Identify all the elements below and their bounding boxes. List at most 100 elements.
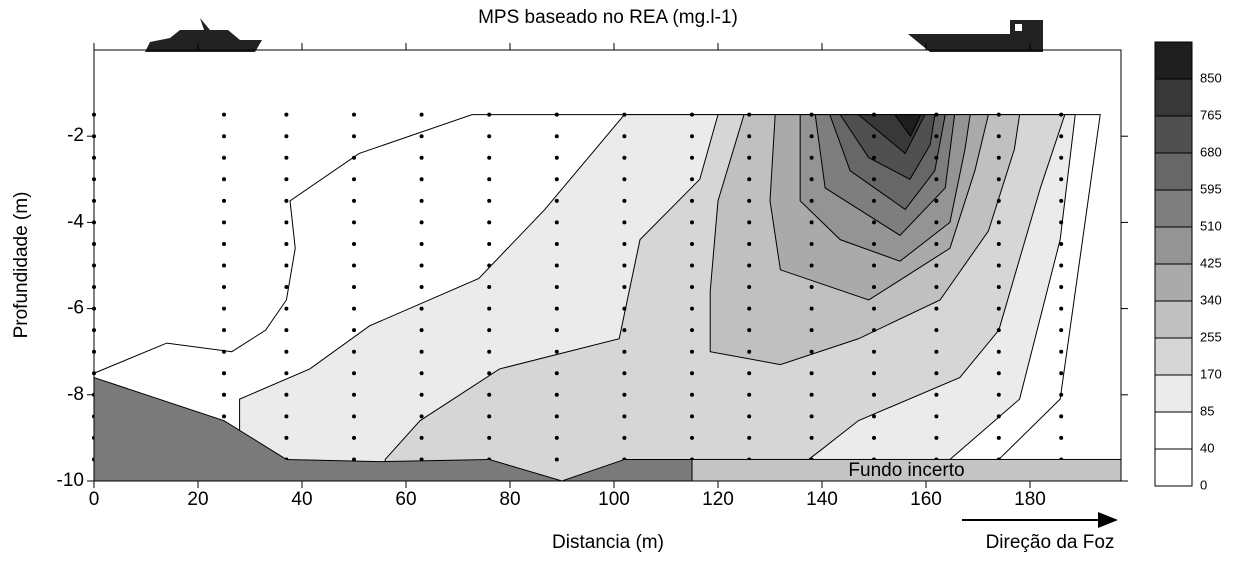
sample-point <box>934 112 939 117</box>
x-tick-label: 120 <box>702 489 734 510</box>
sample-point <box>352 435 356 440</box>
colorbar-label: 0 <box>1200 477 1207 492</box>
sample-point <box>747 328 752 333</box>
sample-point <box>1059 349 1064 354</box>
sample-point <box>622 306 627 311</box>
sample-point <box>872 177 876 182</box>
sample-point <box>809 371 814 376</box>
sample-point <box>622 198 627 203</box>
sample-point <box>934 220 939 225</box>
sample-point <box>419 134 424 139</box>
sample-point <box>690 306 694 311</box>
sample-point <box>554 306 559 311</box>
sample-point <box>284 285 289 290</box>
sample-point <box>747 263 752 268</box>
sample-point <box>747 371 752 376</box>
sample-point <box>809 198 814 203</box>
sample-point <box>872 134 876 139</box>
sample-point <box>747 306 752 311</box>
sample-point <box>222 155 226 160</box>
sample-point <box>747 198 752 203</box>
sample-point <box>419 371 424 376</box>
sample-point <box>690 241 694 246</box>
sample-point <box>996 349 1001 354</box>
sample-point <box>934 371 939 376</box>
sample-point <box>222 263 226 268</box>
sample-point <box>996 134 1001 139</box>
sample-point <box>554 435 559 440</box>
sample-point <box>487 241 492 246</box>
sample-point <box>622 112 627 117</box>
sample-point <box>747 134 752 139</box>
sample-point <box>622 285 627 290</box>
sample-point <box>222 285 226 290</box>
sample-point <box>996 285 1001 290</box>
sample-point <box>419 241 424 246</box>
sample-point <box>809 155 814 160</box>
y-tick-label: -8 <box>67 384 84 405</box>
sample-point <box>934 263 939 268</box>
sample-point <box>996 198 1001 203</box>
colorbar-swatch <box>1154 337 1193 376</box>
sample-point <box>1059 306 1064 311</box>
sample-point <box>284 198 289 203</box>
plot-frame <box>93 49 1122 482</box>
sample-point <box>1059 328 1064 333</box>
sample-point <box>1059 112 1064 117</box>
sample-point <box>222 220 226 225</box>
sample-point <box>1059 285 1064 290</box>
sample-point <box>622 241 627 246</box>
sample-point <box>222 392 226 397</box>
sample-point <box>554 263 559 268</box>
sample-point <box>934 349 939 354</box>
sample-point <box>222 349 226 354</box>
sample-point <box>284 414 289 419</box>
sample-point <box>934 134 939 139</box>
sample-point <box>872 371 876 376</box>
colorbar-label: 255 <box>1200 329 1222 344</box>
sample-point <box>690 112 694 117</box>
sample-point <box>809 263 814 268</box>
sample-point <box>284 134 289 139</box>
boat-left <box>145 18 262 52</box>
sample-point <box>284 112 289 117</box>
sample-point <box>284 306 289 311</box>
sample-point <box>690 134 694 139</box>
sample-point <box>487 285 492 290</box>
colorbar-label: 425 <box>1200 255 1222 270</box>
sample-point <box>622 392 627 397</box>
sample-point <box>487 155 492 160</box>
sample-point <box>872 349 876 354</box>
sample-point <box>747 177 752 182</box>
sample-point <box>747 155 752 160</box>
sample-point <box>419 414 424 419</box>
uncertain-bottom-label: Fundo incerto <box>848 460 964 481</box>
sample-point <box>996 241 1001 246</box>
sample-point <box>487 349 492 354</box>
x-tick-label: 140 <box>806 489 838 510</box>
sample-point <box>872 241 876 246</box>
sample-point <box>419 177 424 182</box>
sample-point <box>809 435 814 440</box>
colorbar-swatch <box>1154 263 1193 302</box>
sample-point <box>419 306 424 311</box>
sample-point <box>487 112 492 117</box>
sample-point <box>352 306 356 311</box>
sample-point <box>622 134 627 139</box>
colorbar-label: 850 <box>1200 70 1222 85</box>
sample-point <box>690 177 694 182</box>
sample-point <box>352 112 356 117</box>
sample-point <box>996 220 1001 225</box>
sample-point <box>809 392 814 397</box>
sample-point <box>487 414 492 419</box>
sample-point <box>1059 134 1064 139</box>
sample-point <box>284 371 289 376</box>
colorbar-label: 85 <box>1200 403 1214 418</box>
colorbar-swatch <box>1154 78 1193 117</box>
sample-point <box>622 328 627 333</box>
sample-point <box>554 285 559 290</box>
sample-point <box>419 155 424 160</box>
sample-point <box>809 241 814 246</box>
sample-point <box>284 177 289 182</box>
